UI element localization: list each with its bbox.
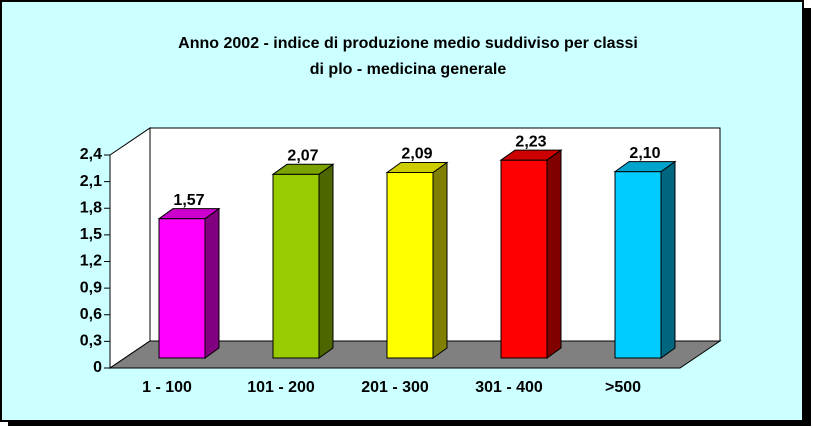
bar-top xyxy=(271,163,335,175)
y-tick-label: 0,9 xyxy=(80,279,102,296)
bar xyxy=(613,160,677,359)
y-tick-label: 0,6 xyxy=(80,306,102,323)
bar-front xyxy=(500,159,548,359)
bar xyxy=(385,161,449,359)
bar-front xyxy=(614,171,662,359)
side-wall xyxy=(109,127,151,369)
bar-front xyxy=(158,218,206,359)
y-tick-label: 0 xyxy=(93,359,102,376)
chart-title: Anno 2002 - indice di produzione medio s… xyxy=(178,35,638,52)
x-tick-label: >500 xyxy=(605,379,641,396)
x-tick-label: 301 - 400 xyxy=(475,379,543,396)
bar-top xyxy=(157,208,221,220)
x-tick-label: 101 - 200 xyxy=(247,379,315,396)
value-label: 2,07 xyxy=(287,148,318,165)
bar-side xyxy=(546,149,562,359)
bar xyxy=(499,149,563,359)
bar-side xyxy=(318,163,334,359)
bar-top xyxy=(385,162,449,174)
x-tick-label: 201 - 300 xyxy=(361,379,429,396)
value-label: 1,57 xyxy=(173,192,204,209)
bar-front xyxy=(272,173,320,359)
y-tick-label: 1,5 xyxy=(80,226,102,243)
x-tick-label: 1 - 100 xyxy=(142,379,192,396)
y-tick-label: 1,2 xyxy=(80,253,102,270)
bar-top xyxy=(613,161,677,173)
chart-title: di plo - medicina generale xyxy=(310,61,507,78)
bar-side xyxy=(432,161,448,359)
y-tick-label: 1,8 xyxy=(80,199,102,216)
value-label: 2,23 xyxy=(515,133,546,150)
bar xyxy=(157,207,221,359)
value-label: 2,10 xyxy=(629,145,660,162)
bar-side xyxy=(660,160,676,359)
bar xyxy=(271,163,335,359)
bar-top xyxy=(499,149,563,161)
y-tick-label: 2,4 xyxy=(80,146,102,163)
bar-front xyxy=(386,172,434,359)
y-tick-label: 0,3 xyxy=(80,333,102,350)
bar-side xyxy=(204,207,220,359)
value-label: 2,09 xyxy=(401,146,432,163)
y-tick-label: 2,1 xyxy=(80,173,102,190)
